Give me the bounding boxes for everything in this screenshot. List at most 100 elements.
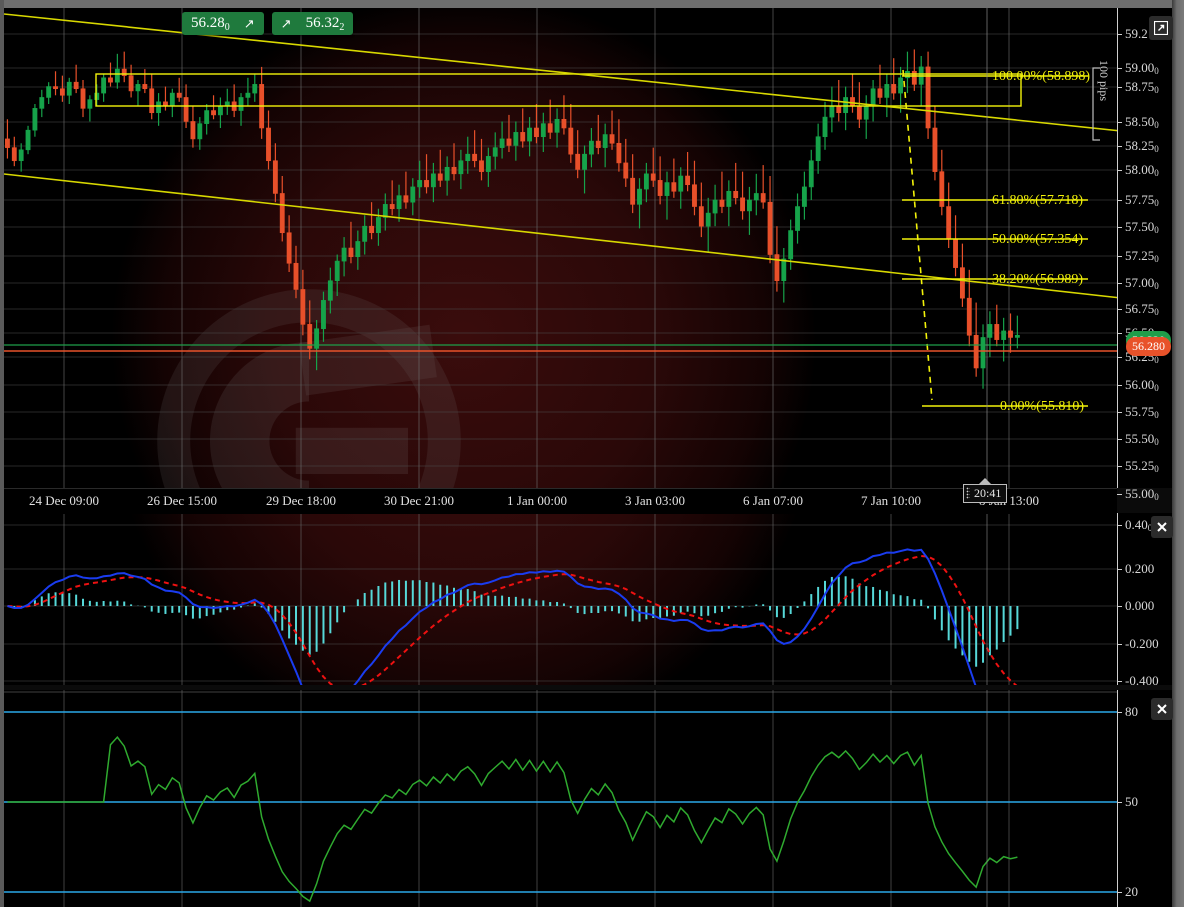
price-axis-label: 55.250 [1125,458,1159,474]
macd-axis-tick [1117,644,1122,645]
close-icon [1157,522,1167,532]
price-axis-label: 58.250 [1125,138,1159,154]
rsi-pane[interactable] [4,690,1172,907]
macd-axis-tick [1117,569,1122,570]
expand-arrow-icon [1154,21,1168,35]
pips-measure-label: 100 pips [1097,60,1111,102]
price-axis-label: 57.500 [1125,219,1159,235]
close-icon [1157,704,1167,714]
bid-price-badge[interactable]: 56.280 ↗ [182,12,264,35]
macd-axis-line [1117,513,1118,685]
macd-axis-label: -0.200 [1125,636,1159,651]
fib-label-100: 100.00%(58.898) [992,69,1090,84]
price-pane[interactable]: 100.00%(58.898) 61.80%(57.718) 50.00%(57… [4,8,1172,488]
time-axis-label: 24 Dec 09:00 [28,493,100,508]
macd-axis-tick [1117,606,1122,607]
countdown-grip-icon [966,487,970,499]
price-axis-tick [1117,227,1122,228]
time-axis[interactable]: 24 Dec 09:00 26 Dec 15:00 29 Dec 18:00 30 D… [4,488,1117,514]
window-left-border [0,0,4,907]
macd-axis-label: 0.400 [1125,517,1153,533]
fib-label-0: 0.00%(55.810) [1000,399,1084,414]
quote-badges: 56.280 ↗ ↗ 56.322 [182,12,354,35]
price-axis-tick [1117,200,1122,201]
fib-label-618: 61.80%(57.718) [992,193,1083,208]
price-axis-tick [1117,412,1122,413]
price-axis-tick [1117,170,1122,171]
price-axis-tick [1117,309,1122,310]
price-axis-tick [1117,333,1122,334]
price-axis[interactable]: 59.2 59.000 58.750 58.500 58.250 58.000 57.750… [1117,8,1172,502]
price-axis-tick [1117,87,1122,88]
price-axis-label: 57.750 [1125,192,1159,208]
macd-axis[interactable]: 0.400 0.200 0.000 -0.200 -0.400 [1117,513,1172,688]
rsi-pane-background [4,690,1172,907]
rsi-axis-tick [1117,802,1122,803]
time-axis-label: 26 Dec 15:00 [146,493,218,508]
bid-price-value: 56.28 [191,15,225,31]
macd-axis-label: 0.200 [1125,561,1155,576]
ask-price-sub: 2 [339,22,345,33]
rsi-axis-label: 50 [1125,794,1138,809]
time-axis-label: 30 Dec 21:00 [383,493,455,508]
price-axis-label: 58.750 [1125,79,1159,95]
ask-arrow-icon: ↗ [280,16,292,31]
current-price-tag: 56.280 [1126,337,1171,356]
time-axis-label: 1 Jan 00:00 [507,493,567,508]
rsi-axis-label: 20 [1125,884,1138,899]
macd-axis-label: 0.000 [1125,598,1155,613]
fib-label-382: 38.20%(56.989) [992,272,1083,287]
price-axis-label: 58.500 [1125,114,1159,130]
rsi-axis-label: 80 [1125,704,1138,719]
price-axis-label: 56.750 [1125,301,1159,317]
price-axis-tick [1117,283,1122,284]
rsi-axis-tick [1117,712,1122,713]
ask-price-badge[interactable]: ↗ 56.322 [271,12,354,35]
price-axis-label: 57.250 [1125,248,1159,264]
fib-label-50: 50.00%(57.354) [992,232,1083,247]
price-axis-tick [1117,466,1122,467]
price-axis-tick [1117,494,1122,495]
window-top-border [0,0,1184,8]
price-axis-label: 55.000 [1125,486,1159,502]
countdown-label: 20:41 [974,486,1002,500]
price-axis-label: 58.000 [1125,162,1159,178]
price-axis-label: 59.000 [1125,60,1159,76]
price-axis-label: 56.000 [1125,377,1159,393]
macd-pane[interactable] [4,513,1172,685]
price-axis-tick [1117,439,1122,440]
macd-axis-label: -0.400 [1125,673,1159,688]
macd-axis-tick [1117,525,1122,526]
price-axis-tick [1117,146,1122,147]
price-axis-label: 57.000 [1125,275,1159,291]
rsi-chart-svg [4,690,1117,907]
bid-price-sub: 0 [224,22,230,33]
bar-countdown-timer[interactable]: 20:41 [963,478,1008,503]
price-axis-label: 55.750 [1125,404,1159,420]
bid-arrow-icon: ↗ [243,16,255,31]
countdown-pointer-icon [978,478,993,485]
price-axis-label: 59.2 [1125,26,1148,41]
rsi-axis-line [1117,690,1118,907]
price-axis-tick [1117,385,1122,386]
close-rsi-button[interactable] [1151,698,1173,720]
price-chart-svg [4,8,1122,488]
ask-price-value: 56.32 [305,15,340,31]
time-axis-label: 6 Jan 07:00 [743,493,803,508]
rsi-axis[interactable]: 80 50 20 [1117,690,1172,907]
price-axis-tick [1117,357,1122,358]
window-right-scrollbar[interactable] [1172,0,1184,907]
expand-chart-button[interactable] [1149,16,1173,40]
time-axis-label: 29 Dec 18:00 [265,493,337,508]
price-axis-tick [1117,256,1122,257]
time-axis-label: 3 Jan 03:00 [625,493,685,508]
price-axis-tick [1117,122,1122,123]
price-axis-line [1117,8,1118,488]
macd-axis-tick [1117,681,1122,682]
price-axis-tick [1117,68,1122,69]
price-axis-tick [1117,34,1122,35]
rsi-axis-tick [1117,892,1122,893]
close-macd-button[interactable] [1151,516,1173,538]
price-axis-label: 55.500 [1125,431,1159,447]
